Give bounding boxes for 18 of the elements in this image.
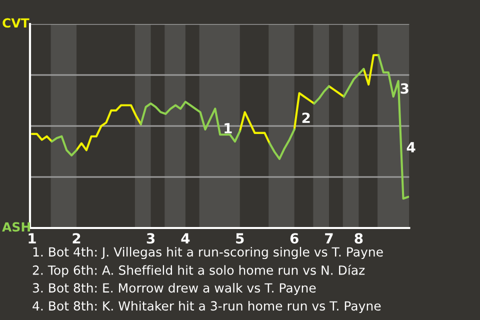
x-tick-label: 7 xyxy=(325,233,333,244)
x-tick-label: 3 xyxy=(146,233,155,244)
x-tick-label: 4 xyxy=(181,233,190,244)
x-tick-label: 8 xyxy=(354,233,363,244)
text: ASH xyxy=(2,222,30,232)
x-tick-label: 5 xyxy=(236,233,244,244)
text: 2. Top 6th: A. Sheffield hit a solo home run vs N. Díaz xyxy=(32,264,365,278)
text: CVT xyxy=(2,18,30,28)
x-tick-label: 1 xyxy=(28,233,36,244)
x-tick-label: 2 xyxy=(72,233,80,244)
text: 4. Bot 8th: K. Whitaker hit a 3-run home run vs T. Payne xyxy=(32,300,381,314)
x-tick-label: 6 xyxy=(290,233,298,244)
annotation: 4 xyxy=(406,142,416,152)
annotation: 2 xyxy=(302,112,310,123)
annotation: 3 xyxy=(400,83,408,94)
annotation: 1 xyxy=(224,123,232,134)
text: 3. Bot 8th: E. Morrow drew a walk vs T. Payne xyxy=(32,282,316,296)
text: 1. Bot 4th: J. Villegas hit a run-scoring single vs T. Payne xyxy=(33,246,383,260)
